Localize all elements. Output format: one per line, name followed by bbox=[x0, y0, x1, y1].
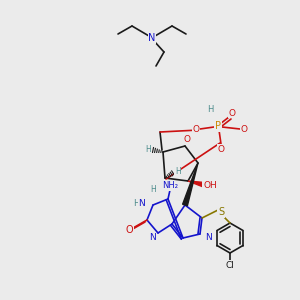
Text: S: S bbox=[218, 207, 224, 217]
Text: N: N bbox=[150, 233, 156, 242]
Text: H: H bbox=[207, 106, 213, 115]
Text: N: N bbox=[148, 33, 156, 43]
Text: H: H bbox=[175, 167, 181, 176]
Text: N: N bbox=[138, 200, 145, 208]
Text: H: H bbox=[150, 184, 156, 194]
Polygon shape bbox=[183, 163, 198, 206]
Text: OH: OH bbox=[203, 181, 217, 190]
Text: H: H bbox=[134, 199, 140, 208]
Text: O: O bbox=[184, 134, 190, 143]
Text: O: O bbox=[241, 124, 248, 134]
Text: NH₂: NH₂ bbox=[162, 182, 178, 190]
Polygon shape bbox=[188, 181, 206, 188]
Text: P: P bbox=[215, 121, 221, 131]
Text: O: O bbox=[229, 109, 236, 118]
Text: Cl: Cl bbox=[226, 260, 234, 269]
Text: H: H bbox=[145, 145, 151, 154]
Text: O: O bbox=[193, 124, 200, 134]
Text: N: N bbox=[205, 232, 212, 242]
Text: O: O bbox=[125, 225, 133, 235]
Text: O: O bbox=[218, 145, 224, 154]
